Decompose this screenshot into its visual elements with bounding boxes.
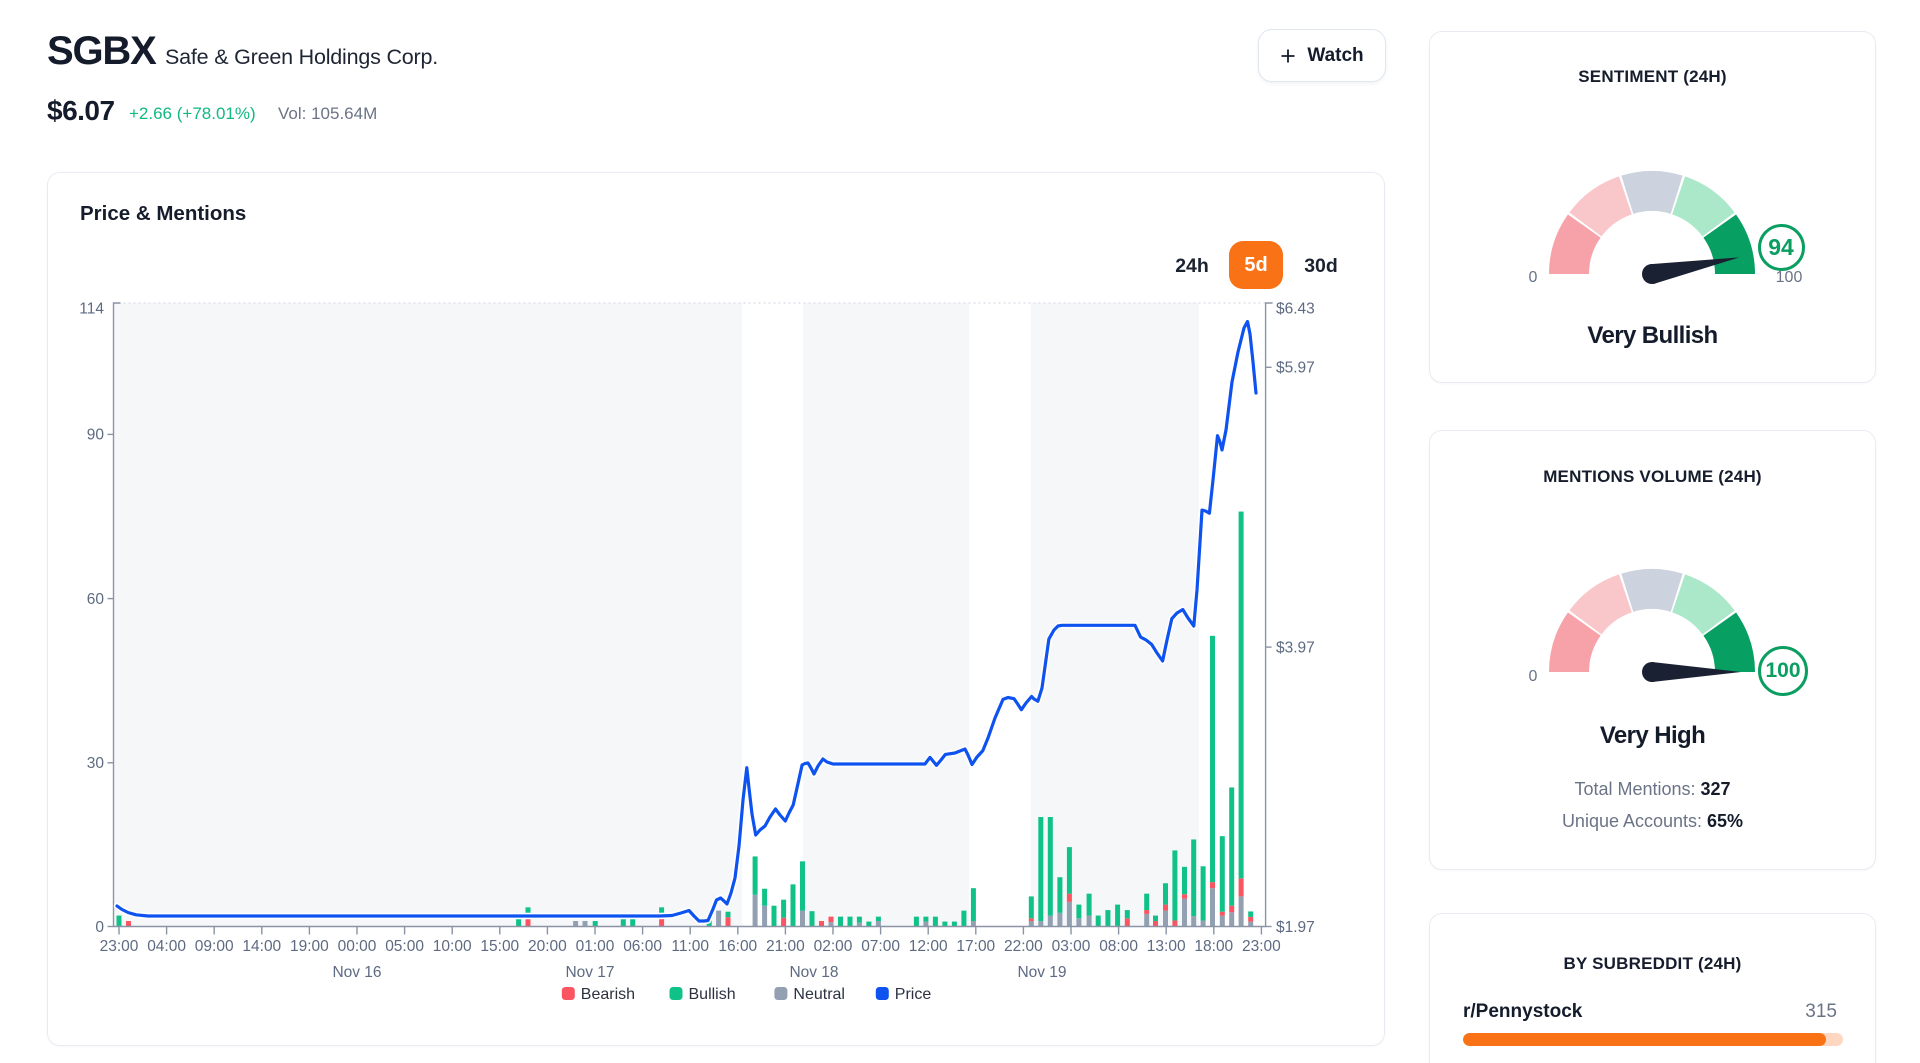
svg-text:Bullish: Bullish: [689, 986, 736, 1003]
svg-text:04:00: 04:00: [147, 938, 186, 955]
svg-text:Nov 18: Nov 18: [789, 964, 838, 981]
svg-text:Nov 16: Nov 16: [332, 964, 381, 981]
svg-text:06:00: 06:00: [623, 938, 662, 955]
svg-text:114: 114: [79, 300, 104, 317]
svg-text:20:00: 20:00: [528, 938, 567, 955]
svg-text:Nov 17: Nov 17: [565, 964, 614, 981]
svg-text:13:00: 13:00: [1147, 938, 1186, 955]
svg-text:12:00: 12:00: [909, 938, 948, 955]
svg-text:0: 0: [95, 919, 104, 936]
svg-text:11:00: 11:00: [671, 938, 709, 955]
svg-text:21:00: 21:00: [766, 938, 805, 955]
svg-text:$3.97: $3.97: [1276, 639, 1315, 656]
svg-text:15:00: 15:00: [480, 938, 519, 955]
svg-text:18:00: 18:00: [1194, 938, 1233, 955]
svg-text:90: 90: [87, 427, 105, 444]
svg-text:01:00: 01:00: [576, 938, 615, 955]
svg-text:Nov 19: Nov 19: [1017, 964, 1066, 981]
svg-text:$5.97: $5.97: [1276, 360, 1315, 377]
svg-text:Neutral: Neutral: [793, 986, 845, 1003]
svg-text:14:00: 14:00: [242, 938, 281, 955]
svg-text:22:00: 22:00: [1004, 938, 1043, 955]
svg-text:Price: Price: [895, 986, 932, 1003]
svg-text:23:00: 23:00: [100, 938, 139, 955]
svg-text:23:00: 23:00: [1242, 938, 1281, 955]
svg-text:07:00: 07:00: [861, 938, 900, 955]
svg-text:$6.43: $6.43: [1276, 300, 1315, 317]
svg-text:08:00: 08:00: [1099, 938, 1138, 955]
svg-text:02:00: 02:00: [814, 938, 853, 955]
svg-text:03:00: 03:00: [1052, 938, 1091, 955]
svg-text:17:00: 17:00: [956, 938, 995, 955]
svg-text:Bearish: Bearish: [581, 986, 635, 1003]
svg-text:30: 30: [87, 755, 105, 772]
svg-text:00:00: 00:00: [338, 938, 377, 955]
svg-text:$1.97: $1.97: [1276, 919, 1315, 936]
svg-text:05:00: 05:00: [385, 938, 424, 955]
svg-text:09:00: 09:00: [195, 938, 234, 955]
svg-text:19:00: 19:00: [290, 938, 329, 955]
svg-text:10:00: 10:00: [433, 938, 472, 955]
svg-text:16:00: 16:00: [718, 938, 757, 955]
svg-text:60: 60: [87, 591, 105, 608]
